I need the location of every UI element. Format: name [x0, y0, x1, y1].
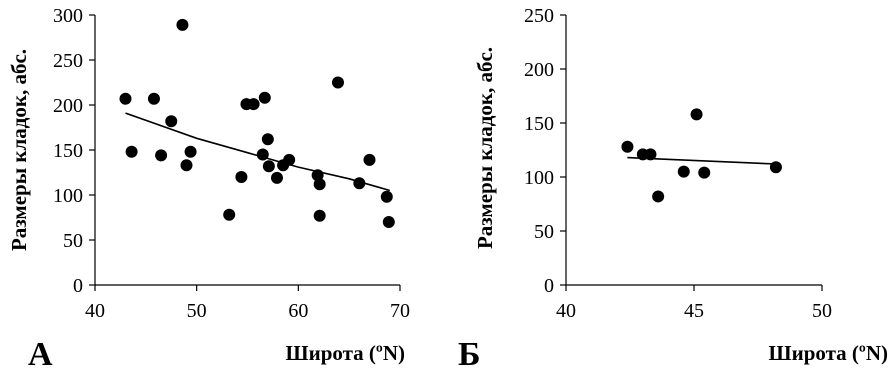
panel-label: Б: [458, 336, 480, 369]
data-point: [283, 153, 296, 166]
data-point: [258, 91, 271, 104]
points-group: [119, 18, 395, 228]
data-point: [256, 148, 269, 161]
data-point: [331, 76, 344, 89]
y-tick-label: 50: [534, 221, 554, 243]
data-point: [363, 153, 376, 166]
y-tick-label: 150: [524, 113, 554, 135]
data-point: [180, 159, 193, 172]
x-tick-label: 45: [684, 300, 704, 322]
data-point: [262, 160, 275, 173]
y-tick-label: 300: [53, 5, 83, 27]
data-point: [247, 98, 260, 111]
data-point: [353, 177, 366, 190]
data-point: [677, 165, 690, 178]
chart-panel-a: 0 50 100 150 200 250 300 40 50 60 70 Размеры клад…: [7, 5, 410, 369]
data-point: [235, 171, 248, 183]
data-point: [311, 169, 324, 182]
y-tick-label: 0: [544, 275, 554, 297]
x-axis-label: Широта (ºN): [769, 341, 888, 365]
data-point: [690, 108, 703, 121]
data-point: [652, 190, 665, 203]
y-tick-label: 200: [53, 95, 83, 117]
data-point: [125, 145, 138, 158]
points-group: [621, 108, 782, 203]
data-point: [382, 216, 395, 228]
data-point: [184, 145, 197, 158]
y-tick-label: 0: [73, 275, 83, 297]
x-axis-label: Широта (ºN): [286, 341, 405, 365]
y-tick-label: 100: [524, 167, 554, 189]
x-ticks: 40 45 50: [556, 285, 832, 322]
y-tick-label: 50: [63, 230, 83, 252]
panel-label: А: [28, 336, 53, 369]
x-tick-label: 40: [85, 300, 105, 322]
y-tick-label: 200: [524, 59, 554, 81]
data-point: [165, 115, 178, 128]
x-tick-label: 70: [390, 300, 410, 322]
y-ticks: 0 50 100 150 200 250 300: [53, 5, 95, 297]
data-point: [621, 140, 634, 153]
chart-panel-b: 0 50 100 150 200 250 40 45 50 Размеры кладок, а…: [458, 5, 888, 369]
x-tick-label: 60: [288, 300, 308, 322]
data-point: [270, 171, 283, 184]
data-point: [223, 208, 236, 221]
data-point: [313, 209, 326, 222]
y-axis-label: Размеры кладок, абс.: [473, 47, 497, 249]
y-ticks: 0 50 100 150 200 250: [524, 5, 566, 297]
data-point: [769, 161, 782, 174]
data-point: [147, 92, 160, 105]
data-point: [261, 133, 274, 146]
data-point: [119, 92, 132, 105]
data-point: [155, 149, 168, 162]
x-tick-label: 50: [187, 300, 207, 322]
data-point: [313, 178, 326, 191]
y-tick-label: 250: [524, 5, 554, 27]
y-axis-label: Размеры кладок, абс.: [7, 49, 31, 251]
y-tick-label: 250: [53, 50, 83, 72]
data-point: [380, 190, 393, 203]
y-tick-label: 150: [53, 140, 83, 162]
x-tick-label: 40: [556, 300, 576, 322]
data-point: [698, 166, 711, 179]
y-tick-label: 100: [53, 185, 83, 207]
x-ticks: 40 50 60 70: [85, 285, 410, 322]
data-point: [176, 18, 189, 31]
x-tick-label: 50: [812, 300, 832, 322]
data-point: [644, 148, 657, 161]
